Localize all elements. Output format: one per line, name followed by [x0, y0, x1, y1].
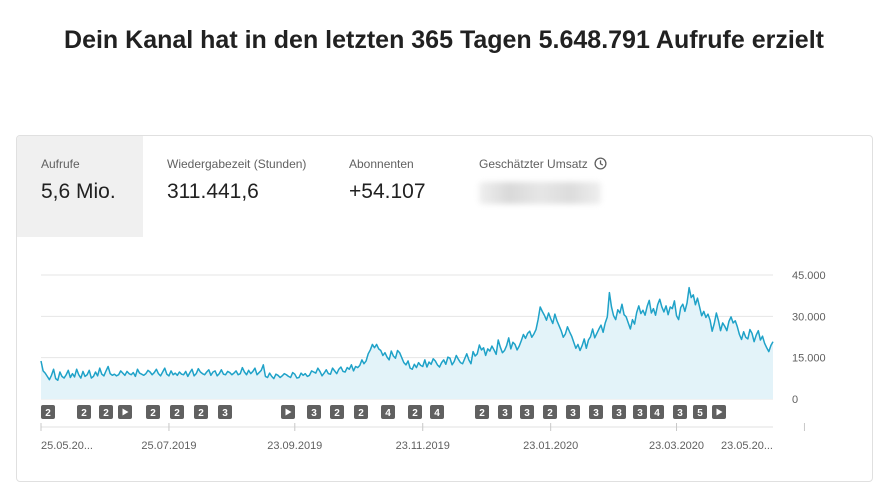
video-marker[interactable]: 2	[194, 405, 208, 419]
video-marker-count: 2	[45, 408, 51, 419]
y-tick-label: 30.000	[792, 311, 826, 323]
metric-watchtime-label: Wiedergabezeit (Stunden)	[167, 157, 307, 171]
metric-views-label: Aufrufe	[41, 157, 80, 171]
video-marker[interactable]: 4	[650, 405, 664, 419]
play-icon	[716, 408, 723, 416]
video-marker[interactable]: 3	[633, 405, 647, 419]
metric-tab-watchtime[interactable]: Wiedergabezeit (Stunden) 311.441,6	[143, 136, 325, 237]
x-tick-label: 25.05.20...	[41, 440, 93, 452]
video-marker-count: 2	[174, 408, 180, 419]
video-marker[interactable]: 2	[170, 405, 184, 419]
video-marker[interactable]: 3	[218, 405, 232, 419]
play-icon	[122, 408, 129, 416]
metric-watchtime-value: 311.441,6	[167, 180, 259, 203]
video-marker[interactable]: 2	[99, 405, 113, 419]
video-marker[interactable]: 4	[381, 405, 395, 419]
video-marker-count: 3	[616, 408, 622, 419]
video-marker[interactable]: 3	[498, 405, 512, 419]
video-marker-play[interactable]	[118, 405, 132, 419]
x-tick-label: 23.01.2020	[523, 440, 578, 452]
page-headline: Dein Kanal hat in den letzten 365 Tagen …	[64, 26, 824, 54]
video-marker-count: 2	[412, 408, 418, 419]
video-marker[interactable]: 2	[408, 405, 422, 419]
metric-revenue-label-wrap: Geschätzter Umsatz	[479, 157, 607, 171]
views-chart: 0 15.000 30.000 45.000 2 2 2 2 2 2 3 3 2 2 4 2 4 2 3 3 2 3 3 3 3…	[40, 270, 826, 452]
video-marker-count: 2	[334, 408, 340, 419]
metric-tab-subscribers[interactable]: Abonnenten +54.107	[325, 136, 455, 237]
views-area	[41, 287, 773, 399]
video-marker-count: 3	[677, 408, 683, 419]
metric-tab-views[interactable]: Aufrufe 5,6 Mio.	[17, 136, 143, 237]
video-marker[interactable]: 3	[520, 405, 534, 419]
y-tick-label: 15.000	[792, 353, 826, 365]
metric-subscribers-label: Abonnenten	[349, 157, 414, 171]
video-marker-play[interactable]	[712, 405, 726, 419]
video-marker[interactable]: 2	[41, 405, 55, 419]
video-marker[interactable]: 5	[693, 405, 707, 419]
video-marker-count: 2	[479, 408, 485, 419]
x-tick-label: 23.05.20...	[721, 440, 773, 452]
video-marker-play[interactable]	[281, 405, 295, 419]
video-marker[interactable]: 2	[543, 405, 557, 419]
video-marker-count: 3	[570, 408, 576, 419]
video-marker[interactable]: 2	[354, 405, 368, 419]
video-marker[interactable]: 3	[589, 405, 603, 419]
video-marker[interactable]: 2	[146, 405, 160, 419]
x-tick-label: 23.11.2019	[396, 440, 450, 452]
video-marker-count: 2	[547, 408, 553, 419]
video-marker-count: 3	[637, 408, 643, 419]
metric-subscribers-value: +54.107	[349, 180, 426, 203]
x-tick-label: 25.07.2019	[141, 440, 196, 452]
video-marker[interactable]: 2	[330, 405, 344, 419]
video-marker[interactable]: 4	[430, 405, 444, 419]
video-marker-count: 2	[150, 408, 156, 419]
video-marker-count: 3	[222, 408, 228, 419]
video-marker[interactable]: 2	[475, 405, 489, 419]
y-tick-label: 45.000	[792, 270, 826, 282]
video-marker-count: 3	[502, 408, 508, 419]
clock-icon[interactable]	[594, 157, 607, 170]
video-marker-count: 4	[434, 408, 440, 419]
video-marker-count: 3	[524, 408, 530, 419]
video-marker-count: 4	[654, 408, 660, 419]
video-marker[interactable]: 3	[307, 405, 321, 419]
video-marker-count: 2	[103, 408, 109, 419]
x-tick-label: 23.03.2020	[649, 440, 704, 452]
y-tick-label: 0	[792, 394, 798, 406]
video-marker[interactable]: 3	[673, 405, 687, 419]
metric-views-value: 5,6 Mio.	[41, 180, 116, 203]
video-marker-count: 3	[311, 408, 317, 419]
video-marker-count: 3	[593, 408, 599, 419]
x-tick-label: 23.09.2019	[267, 440, 322, 452]
revenue-value-blurred	[479, 182, 601, 204]
video-marker-count: 2	[81, 408, 87, 419]
metric-tab-revenue[interactable]: Geschätzter Umsatz	[455, 136, 655, 237]
views-line	[40, 286, 774, 382]
video-marker-count: 2	[358, 408, 364, 419]
video-marker-count: 5	[697, 408, 703, 419]
video-marker[interactable]: 3	[566, 405, 580, 419]
analytics-card: Aufrufe 5,6 Mio. Wiedergabezeit (Stunden…	[16, 135, 873, 482]
metric-revenue-label: Geschätzter Umsatz	[479, 157, 588, 171]
video-marker[interactable]: 2	[77, 405, 91, 419]
video-marker-count: 2	[198, 408, 204, 419]
video-marker[interactable]: 3	[612, 405, 626, 419]
video-marker-count: 4	[385, 408, 391, 419]
play-icon	[285, 408, 292, 416]
